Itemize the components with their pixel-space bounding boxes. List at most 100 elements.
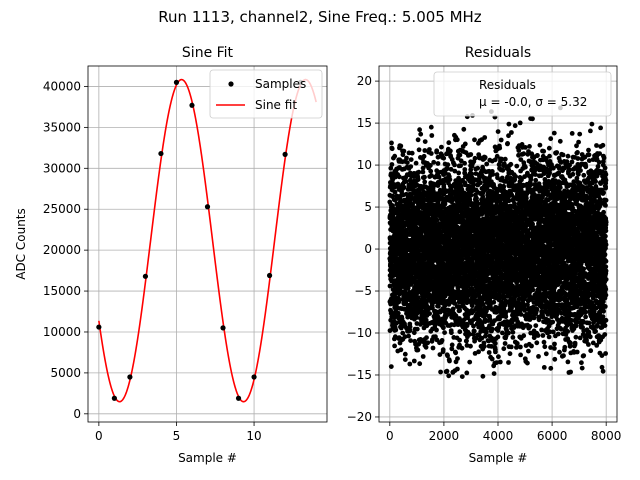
- residual-point: [416, 295, 421, 300]
- residuals-xtick-label: 8000: [591, 429, 622, 443]
- sine-fit-ytick-label: 15000: [43, 284, 81, 298]
- residual-point: [435, 161, 441, 166]
- residual-point: [440, 347, 446, 353]
- residual-point: [423, 317, 429, 323]
- sample-point: [266, 272, 273, 279]
- residual-point: [389, 146, 395, 152]
- residual-point: [428, 163, 433, 168]
- residual-point: [424, 335, 429, 340]
- residual-point: [438, 369, 443, 375]
- residuals-xtick-label: 2000: [429, 429, 460, 443]
- residual-point: [483, 330, 489, 335]
- residual-point: [444, 368, 450, 374]
- residual-point: [506, 121, 512, 127]
- sine-fit-xtick-label: 5: [173, 429, 181, 443]
- sine-fit-xtick-label: 10: [246, 429, 261, 443]
- residual-point: [457, 337, 462, 343]
- residual-point: [435, 154, 441, 160]
- sine-fit-xticks: 0 5 10: [95, 422, 262, 443]
- residual-point: [514, 163, 520, 169]
- residual-point: [427, 311, 432, 316]
- residual-point: [501, 346, 507, 352]
- residual-point: [507, 351, 513, 357]
- residual-point: [416, 169, 422, 175]
- residual-point: [455, 366, 460, 372]
- residual-point: [400, 330, 406, 336]
- residual-point: [449, 330, 454, 336]
- residual-point: [388, 165, 394, 171]
- residual-point: [501, 184, 506, 190]
- residual-point: [396, 174, 402, 180]
- residual-point: [455, 356, 460, 361]
- residual-point: [510, 335, 516, 340]
- residual-point: [389, 162, 395, 167]
- residual-point: [408, 164, 414, 170]
- residuals-ytick-label: 15: [357, 116, 372, 130]
- sine-fit-ytick-label: 20000: [43, 243, 81, 257]
- sine-fit-samples: [96, 79, 304, 401]
- residual-point: [502, 341, 508, 346]
- sample-point: [235, 395, 242, 401]
- residual-point: [395, 181, 401, 187]
- residual-point: [441, 325, 446, 331]
- residual-point: [442, 330, 447, 335]
- residual-point: [417, 361, 423, 367]
- sample-point: [158, 150, 164, 157]
- residual-point: [421, 196, 427, 202]
- residual-point: [420, 169, 426, 175]
- residual-point: [464, 338, 469, 344]
- residuals-xticks: 0 2000 4000 6000 8000: [386, 422, 621, 443]
- residual-point: [434, 217, 440, 223]
- residual-point: [508, 344, 514, 350]
- residual-point: [422, 139, 428, 145]
- residual-point: [445, 162, 451, 168]
- residual-point: [408, 157, 414, 163]
- residual-point: [439, 338, 445, 343]
- residual-point: [449, 342, 455, 348]
- residual-point: [497, 359, 503, 365]
- sample-point: [111, 395, 117, 401]
- residual-point: [396, 211, 401, 217]
- residual-point: [402, 334, 408, 340]
- residual-point: [425, 340, 431, 346]
- residual-point: [392, 343, 397, 349]
- residual-point: [427, 147, 432, 152]
- residual-point: [402, 357, 408, 362]
- residual-point: [468, 152, 474, 157]
- residual-point: [437, 352, 443, 357]
- residual-point: [471, 328, 477, 334]
- residual-point: [420, 165, 426, 171]
- residual-point: [453, 350, 459, 356]
- sine-fit-ylabel: ADC Counts: [14, 208, 28, 280]
- residual-point: [387, 283, 393, 289]
- sine-fit-plot: Sine Fit 0 5 10 05000100001500020000250003…: [14, 45, 328, 465]
- residual-point: [401, 148, 407, 154]
- residual-point: [404, 155, 409, 161]
- residuals-ytick-label: 5: [364, 200, 372, 214]
- residual-point: [456, 170, 462, 176]
- residual-point: [480, 373, 486, 379]
- residual-point: [497, 145, 503, 151]
- residual-point: [409, 150, 415, 156]
- residual-point: [411, 330, 417, 336]
- residual-point: [448, 148, 453, 154]
- residual-point: [464, 370, 470, 376]
- residual-point: [414, 321, 420, 326]
- sine-fit-xtick-label: 0: [95, 429, 103, 443]
- residuals-xtick-label: 4000: [483, 429, 514, 443]
- residual-point: [472, 155, 478, 161]
- residual-point: [396, 297, 402, 303]
- residual-point: [407, 324, 413, 330]
- residual-point: [434, 327, 439, 333]
- legend-samples-label: Samples: [255, 77, 306, 91]
- residual-point: [428, 124, 434, 130]
- residuals-xtick-label: 0: [386, 429, 394, 443]
- residuals-title: Residuals: [465, 45, 531, 61]
- residual-point: [418, 131, 424, 137]
- legend-sine-fit-label: Sine fit: [255, 98, 297, 112]
- residual-point: [401, 185, 407, 190]
- sample-point: [173, 79, 180, 85]
- residual-point: [503, 314, 509, 320]
- residual-point: [402, 351, 408, 357]
- residual-point: [407, 361, 413, 367]
